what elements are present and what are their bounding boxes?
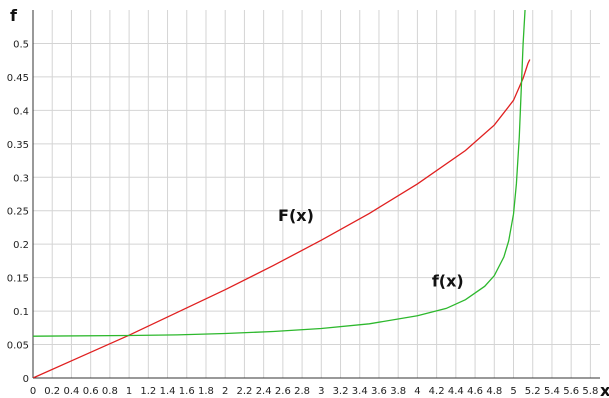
- x-tick-label: 2.8: [294, 386, 310, 397]
- x-tick-label: 5.8: [582, 386, 598, 397]
- x-tick-label: 3.8: [390, 386, 406, 397]
- x-tick-label: 4: [414, 386, 420, 397]
- x-tick-label: 2.4: [256, 386, 272, 397]
- x-tick-label: 0.2: [44, 386, 60, 397]
- x-tick-label: 1.8: [198, 386, 214, 397]
- y-axis-label: f: [10, 6, 18, 25]
- y-tick-label: 0: [23, 374, 29, 385]
- y-tick-label: 0.1: [13, 307, 29, 318]
- x-tick-label: 3.2: [333, 386, 349, 397]
- y-tick-label: 0.4: [13, 106, 29, 117]
- x-tick-label: 4.4: [448, 386, 464, 397]
- x-tick-label: 4.6: [467, 386, 483, 397]
- x-tick-label: 0: [30, 386, 36, 397]
- x-tick-label: 2: [222, 386, 228, 397]
- x-tick-label: 2.2: [236, 386, 252, 397]
- y-tick-label: 0.45: [7, 73, 29, 84]
- y-tick-label: 0.35: [7, 140, 29, 151]
- x-tick-label: 5.2: [525, 386, 541, 397]
- series-line: [33, 59, 531, 378]
- x-tick-label: 0.6: [83, 386, 99, 397]
- y-tick-label: 0.2: [13, 240, 29, 251]
- y-tick-label: 0.3: [13, 173, 29, 184]
- x-tick-label: 1.6: [179, 386, 195, 397]
- grid: [33, 10, 600, 378]
- x-tick-label: 1.2: [140, 386, 156, 397]
- x-tick-label: 4.8: [486, 386, 502, 397]
- series-label: f(x): [432, 271, 464, 290]
- x-tick-label: 5.6: [563, 386, 579, 397]
- x-tick-label: 0.8: [102, 386, 118, 397]
- x-tick-label: 1: [126, 386, 132, 397]
- x-tick-label: 3.4: [352, 386, 368, 397]
- x-tick-label: 5.4: [544, 386, 560, 397]
- labels: f x F(x) f(x): [10, 6, 609, 398]
- x-tick-label: 1.4: [160, 386, 176, 397]
- series-label: F(x): [278, 206, 314, 225]
- axes: [32, 10, 600, 379]
- x-tick-label: 0.4: [63, 386, 79, 397]
- x-tick-label: 5: [510, 386, 516, 397]
- series-line: [33, 10, 526, 337]
- y-tick-label: 0.05: [7, 341, 29, 352]
- x-tick-label: 3: [318, 386, 324, 397]
- x-tick-label: 2.6: [275, 386, 291, 397]
- x-tick-label: 4.2: [429, 386, 445, 397]
- x-tick-label: 3.6: [371, 386, 387, 397]
- y-tick-label: 0.15: [7, 274, 29, 285]
- y-tick-label: 0.5: [13, 39, 29, 50]
- tick-labels: 0 0.2 0.4 0.6 0.8 1 1.2 1.4 1.6 1.8 2 2.2 2.4 2.6 2.8 3…: [7, 39, 599, 397]
- x-axis-label: x: [600, 381, 609, 398]
- series-layer: [33, 10, 531, 378]
- y-tick-label: 0.25: [7, 207, 29, 218]
